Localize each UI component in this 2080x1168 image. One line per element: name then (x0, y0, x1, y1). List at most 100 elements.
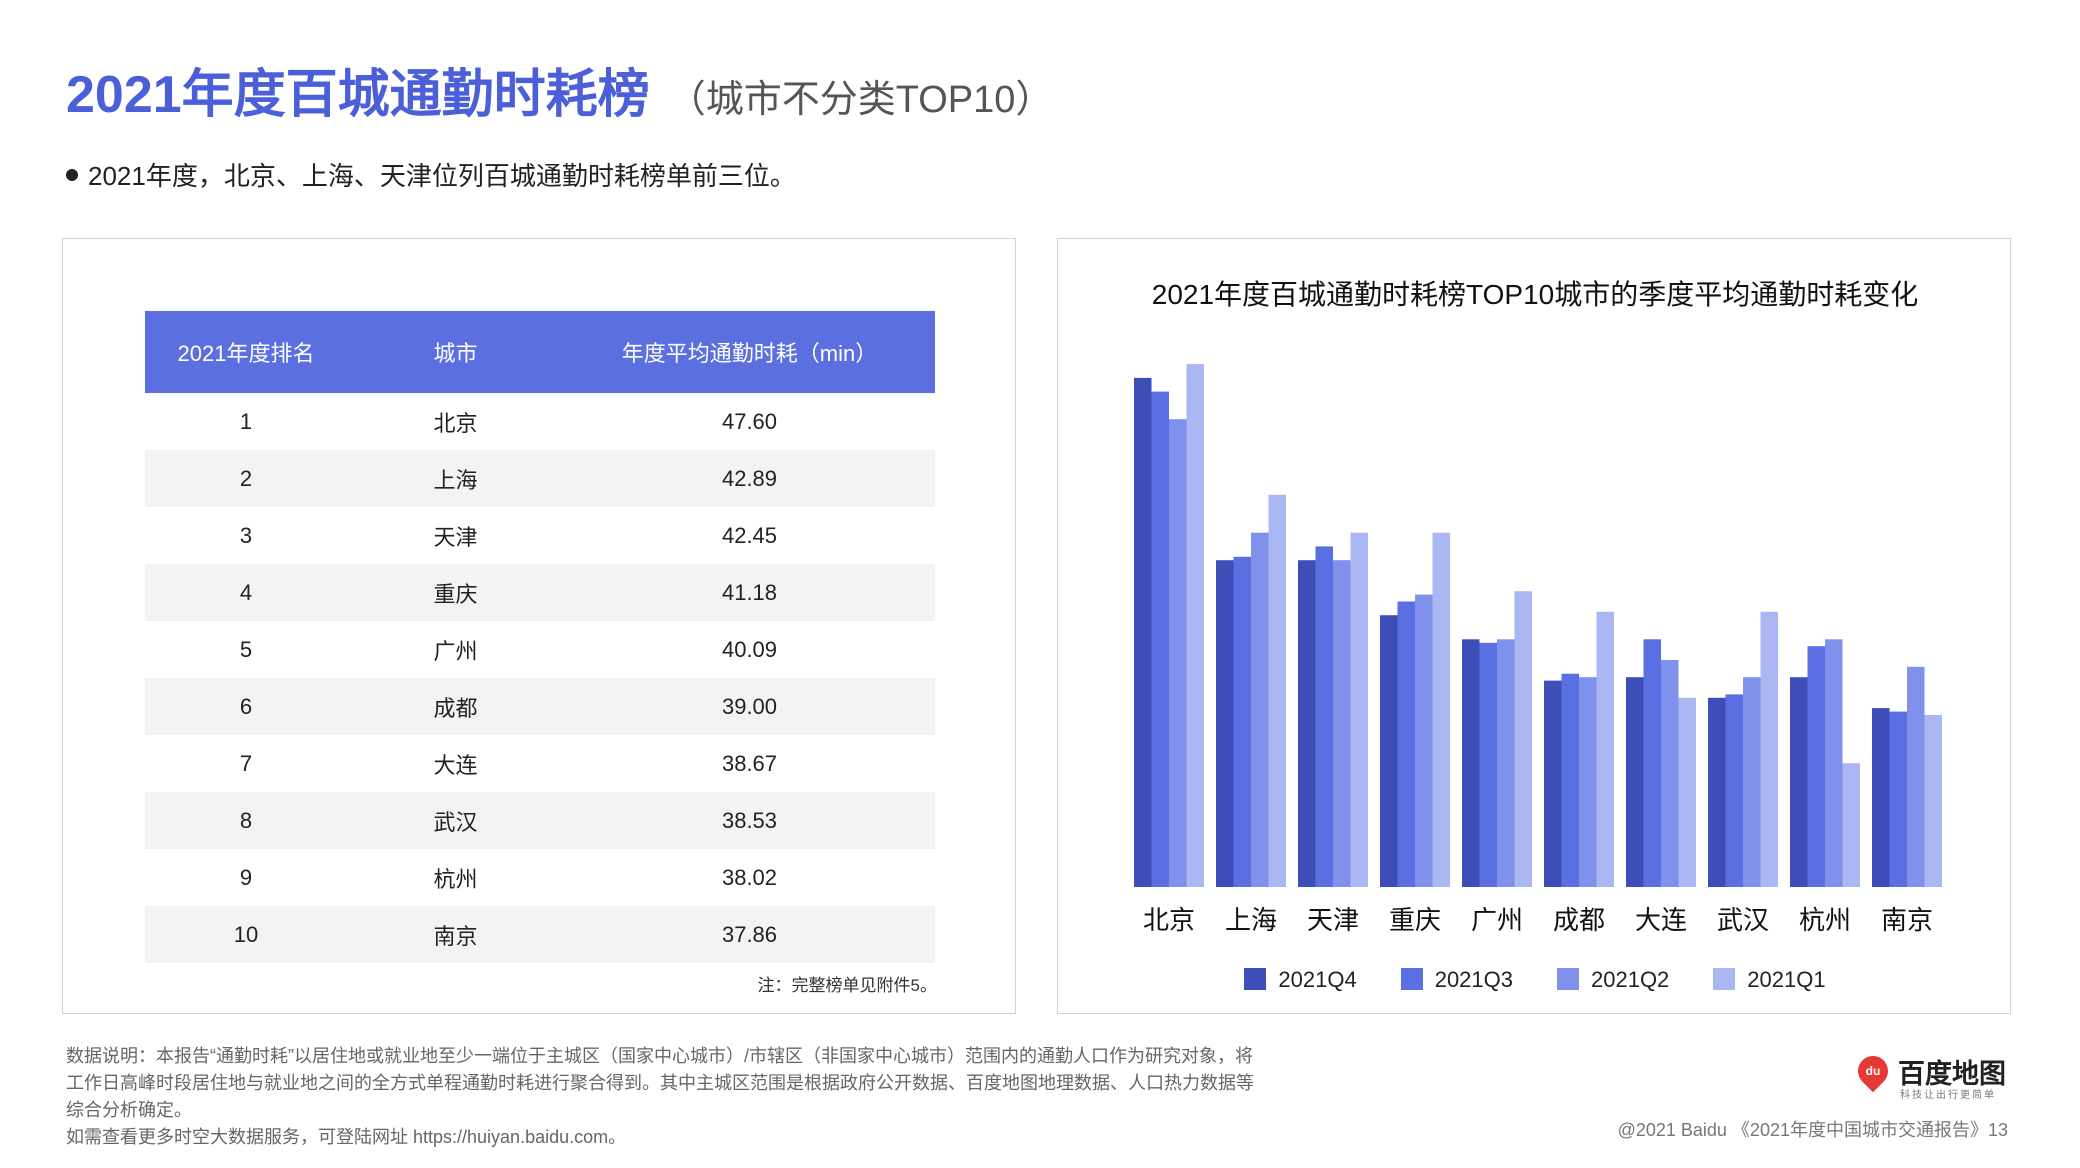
legend-label: 2021Q2 (1591, 967, 1670, 992)
rank-cell: 2 (145, 450, 347, 507)
bar-成都-2021Q3 (1561, 673, 1579, 887)
data-footnote: 数据说明：本报告“通勤时耗”以居住地或就业地至少一端位于主城区（国家中心城市）/… (66, 1043, 1336, 1151)
rank-cell: 7 (239, 750, 253, 776)
bullet-dot-icon (66, 169, 78, 182)
bar-上海-2021Q1 (1268, 494, 1286, 887)
summary-text: 2021年度，北京、上海、天津位列百城通勤时耗榜单前三位。 (88, 161, 796, 191)
city-cell: 重庆 (347, 564, 564, 621)
table-header-value: 年度平均通勤时耗（min） (564, 311, 935, 393)
chart-title: 2021年度百城通勤时耗榜TOP10城市的季度平均通勤时耗变化 (1151, 279, 1919, 310)
bar-南京-2021Q1 (1924, 715, 1942, 887)
chart-legend: 2021Q4 2021Q3 2021Q2 2021Q1 (1058, 967, 2012, 993)
logo-badge: du (1865, 1064, 1881, 1078)
table-row: 10 南京 37.86 (145, 906, 935, 963)
legend-entry: 2021Q3 (1400, 967, 1513, 993)
ranking-table-panel: 2021年度排名 城市 年度平均通勤时耗（min） 1 北京 47.60 2 上海 42… (62, 238, 1016, 1014)
x-tick-label: 成都 (1553, 905, 1605, 935)
bar-杭州-2021Q1 (1842, 763, 1860, 887)
bar-天津-2021Q3 (1315, 546, 1333, 887)
bar-chart: 北京 上海 天津 重庆 广州 成都 大连 武汉 杭州 南京 (1134, 364, 1942, 935)
bar-上海-2021Q2 (1251, 532, 1269, 887)
bar-武汉-2021Q2 (1743, 677, 1761, 887)
bar-大连-2021Q4 (1626, 677, 1644, 887)
value-cell: 42.89 (564, 450, 935, 507)
x-tick-label: 南京 (1881, 905, 1933, 935)
rank-cell: 8 (145, 792, 347, 849)
city-cell: 广州 (433, 638, 478, 664)
table-row: 7 大连 38.67 (145, 735, 935, 792)
city-cell: 北京 (433, 410, 478, 436)
legend-swatch (1244, 968, 1267, 991)
legend-label: 2021Q1 (1747, 967, 1826, 992)
value-cell: 39.00 (564, 678, 935, 735)
table-row: 3 天津 42.45 (145, 507, 935, 564)
city-cell: 南京 (347, 906, 564, 963)
rank-cell: 3 (239, 522, 253, 548)
x-tick-label: 大连 (1635, 905, 1687, 935)
value-cell: 42.45 (721, 522, 778, 548)
table-row: 9 杭州 38.02 (145, 849, 935, 906)
bar-北京-2021Q2 (1169, 419, 1187, 887)
legend-label: 2021Q4 (1278, 967, 1357, 992)
bar-天津-2021Q2 (1333, 560, 1351, 887)
city-cell: 上海 (347, 450, 564, 507)
rank-cell: 10 (145, 906, 347, 963)
logo-name: 百度地图 (1898, 1059, 2006, 1089)
bar-上海-2021Q3 (1233, 556, 1251, 887)
bar-广州-2021Q1 (1514, 591, 1532, 887)
footnote-line: 工作日高峰时段居住地与就业地之间的全方式单程通勤时耗进行聚合得到。其中主城区范围… (66, 1073, 1254, 1093)
summary-bullet: 2021年度，北京、上海、天津位列百城通勤时耗榜单前三位。 (66, 156, 796, 193)
x-tick-label: 武汉 (1717, 905, 1769, 935)
value-cell: 37.86 (564, 906, 935, 963)
x-tick-label: 杭州 (1799, 905, 1851, 935)
bar-南京-2021Q3 (1889, 711, 1907, 887)
bar-成都-2021Q4 (1544, 680, 1562, 887)
legend-label: 2021Q3 (1434, 967, 1513, 992)
map-pin-icon: du (1851, 1049, 1895, 1093)
x-tick-label: 北京 (1143, 905, 1195, 935)
bar-成都-2021Q2 (1579, 677, 1597, 887)
legend-entry: 2021Q2 (1557, 967, 1669, 993)
value-cell: 38.67 (721, 750, 778, 776)
bar-北京-2021Q3 (1151, 391, 1169, 887)
bar-大连-2021Q1 (1678, 697, 1696, 887)
value-cell: 41.18 (564, 564, 935, 621)
chart-panel: 2021年度百城通勤时耗榜TOP10城市的季度平均通勤时耗变化 北京 上海 天津 重庆… (1057, 238, 2011, 1014)
rank-cell: 1 (239, 408, 253, 434)
rank-cell: 9 (239, 864, 253, 890)
bar-杭州-2021Q2 (1825, 639, 1843, 887)
bar-大连-2021Q2 (1661, 660, 1679, 887)
bar-广州-2021Q3 (1479, 642, 1497, 887)
city-cell: 杭州 (433, 866, 478, 892)
bar-重庆-2021Q4 (1380, 615, 1398, 887)
page-title-sub: （城市不分类TOP10） (667, 79, 1054, 121)
bar-杭州-2021Q4 (1790, 677, 1808, 887)
baidu-map-logo: du 百度地图 科技让出行更简单 (1851, 1049, 2018, 1102)
table-note: 注：完整榜单见附件5。 (757, 976, 937, 995)
copyright: @2021 Baidu 《2021年度中国城市交通报告》13 (1617, 1120, 2008, 1140)
bar-大连-2021Q3 (1643, 639, 1661, 887)
x-tick-label: 重庆 (1389, 905, 1441, 935)
bar-武汉-2021Q4 (1708, 697, 1726, 887)
table-header-rank: 2021年度排名 (145, 311, 347, 393)
city-cell: 大连 (433, 752, 478, 778)
table-header-city: 城市 (347, 311, 564, 393)
legend-entry: 2021Q4 (1244, 967, 1357, 993)
x-tick-label: 广州 (1471, 905, 1523, 935)
bar-武汉-2021Q3 (1725, 694, 1743, 887)
x-tick-label: 上海 (1225, 905, 1277, 935)
bar-天津-2021Q1 (1350, 532, 1368, 887)
legend-swatch (1400, 968, 1423, 991)
city-cell: 成都 (347, 678, 564, 735)
city-cell: 武汉 (347, 792, 564, 849)
rank-cell: 5 (239, 636, 253, 662)
footnote-line: 数据说明：本报告“通勤时耗”以居住地或就业地至少一端位于主城区（国家中心城市）/… (66, 1046, 1253, 1066)
bar-杭州-2021Q3 (1807, 646, 1825, 887)
bar-天津-2021Q4 (1298, 560, 1316, 887)
table-row: 2 上海 42.89 (145, 450, 935, 507)
table-header-row: 2021年度排名 城市 年度平均通勤时耗（min） (145, 311, 935, 393)
bar-南京-2021Q4 (1872, 708, 1890, 887)
table-row: 1 北京 47.60 (145, 393, 935, 450)
table-row: 5 广州 40.09 (145, 621, 935, 678)
ranking-table: 2021年度排名 城市 年度平均通勤时耗（min） 1 北京 47.60 2 上海 42… (145, 311, 935, 963)
